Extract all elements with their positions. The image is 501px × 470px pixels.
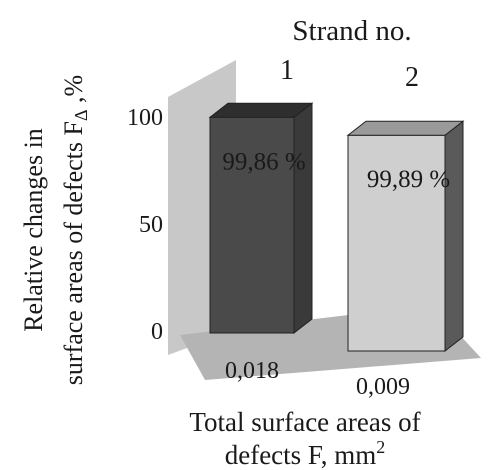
x-axis-title-superscript: 2 — [376, 437, 385, 457]
y-axis-title-subscript: Δ — [71, 109, 91, 121]
bar-data-label: 99,86 % — [222, 148, 305, 175]
y-axis-title-unit: ,% — [59, 75, 88, 110]
series-label: 1 — [280, 55, 294, 86]
y-tick-label: 100 — [127, 105, 163, 131]
y-axis-title: Relative changes in — [19, 128, 48, 332]
x-axis-title-line2: defects F, mm — [225, 440, 377, 470]
y-axis-title-line1: Relative changes in — [19, 128, 48, 332]
bar-top-2 — [346, 120, 465, 136]
series-label: 2 — [405, 62, 419, 93]
y-tick-label: 50 — [139, 212, 163, 238]
y-tick-label: 0 — [151, 319, 163, 345]
x-axis-title: defects F, mm2 — [225, 437, 386, 470]
y-axis-title: surface areas of defects FΔ ,% — [59, 75, 91, 385]
x-category-label: 0,009 — [356, 374, 410, 400]
x-axis-title-line1: Total surface areas of — [189, 407, 420, 437]
bar-side-1 — [293, 102, 313, 335]
y-axis-title-line2: surface areas of defects F — [59, 121, 88, 385]
x-category-label: 0,018 — [225, 358, 279, 384]
legend-title: Strand no. — [292, 15, 411, 47]
bar-side-2 — [444, 120, 464, 353]
bar-top-1 — [208, 102, 314, 118]
bar-data-label: 99,89 % — [367, 166, 450, 193]
